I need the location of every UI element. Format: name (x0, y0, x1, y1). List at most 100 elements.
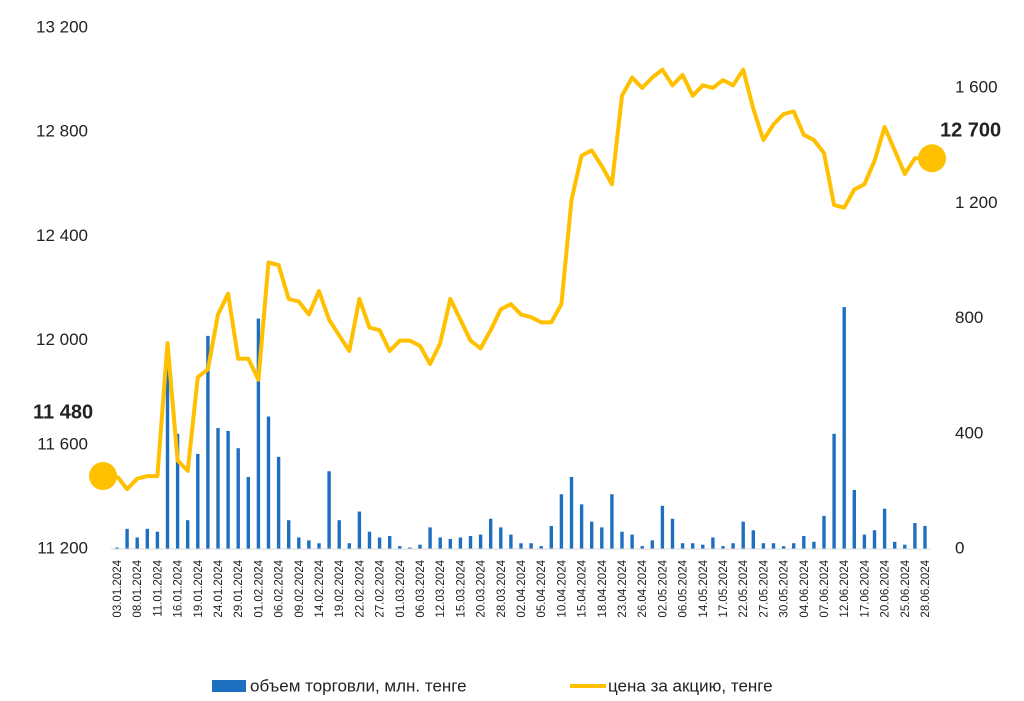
bar (327, 471, 331, 549)
bar (196, 453, 200, 549)
bar (822, 515, 826, 549)
bar (832, 433, 836, 549)
x-tick-label: 08.01.2024 (132, 559, 144, 617)
bar (398, 546, 402, 549)
x-tick-label: 17.06.2024 (859, 559, 871, 617)
x-tick-label: 22.02.2024 (354, 559, 366, 617)
y-tick-label: 13 200 (36, 17, 88, 36)
bar (923, 525, 927, 549)
bar (226, 430, 230, 549)
x-tick-label: 11.01.2024 (152, 559, 164, 616)
bar (468, 536, 473, 549)
bar (771, 543, 776, 549)
bar (317, 543, 321, 549)
bar (579, 504, 584, 549)
bar (489, 518, 493, 549)
x-tick-label: 27.05.2024 (758, 559, 770, 617)
bar (266, 416, 271, 549)
bar (600, 527, 604, 549)
x-tick-label: 20.03.2024 (476, 559, 488, 617)
bar (458, 537, 463, 549)
bar (842, 307, 846, 549)
bar (610, 494, 614, 549)
bar (256, 318, 261, 549)
bar (428, 527, 432, 549)
bar (377, 537, 382, 549)
bar (367, 531, 372, 549)
x-tick-label: 15.03.2024 (455, 559, 467, 617)
bar (236, 448, 240, 549)
y2-tick-label: 1 600 (955, 78, 998, 97)
bar (701, 544, 705, 549)
end-dot (89, 462, 117, 491)
x-tick-label: 02.05.2024 (657, 559, 669, 617)
y2-tick-label: 800 (955, 308, 983, 327)
bar (337, 520, 341, 549)
bar (670, 518, 675, 549)
bar (297, 537, 301, 549)
bar (388, 536, 392, 549)
x-tick-label: 01.03.2024 (395, 559, 407, 617)
bar (246, 476, 250, 549)
bar (812, 541, 816, 549)
x-tick-label: 29.01.2024 (233, 559, 245, 617)
bar (216, 428, 220, 549)
bar (590, 521, 594, 549)
bar (408, 547, 412, 549)
bar (539, 546, 543, 549)
x-tick-label: 17.05.2024 (718, 559, 730, 617)
x-tick-label: 24.01.2024 (213, 559, 225, 617)
value-label: 11 480 (33, 401, 93, 423)
legend-label: объем торговли, млн. тенге (250, 676, 467, 695)
bar (307, 540, 311, 549)
bar (792, 543, 796, 549)
bar (175, 433, 180, 549)
x-tick-label: 07.06.2024 (819, 559, 831, 617)
y-tick-label: 12 800 (36, 122, 88, 141)
bar (186, 520, 190, 549)
x-tick-label: 19.02.2024 (334, 559, 346, 617)
x-tick-label: 06.03.2024 (415, 559, 427, 617)
x-tick-label: 04.06.2024 (799, 559, 811, 617)
bar (559, 494, 564, 549)
legend-swatch (212, 680, 246, 692)
bar (903, 544, 907, 549)
legend-label: цена за акцию, тенге (608, 676, 773, 695)
bar (347, 543, 351, 549)
bar (155, 531, 160, 549)
x-tick-label: 30.05.2024 (779, 559, 791, 617)
x-tick-label: 01.02.2024 (253, 559, 265, 617)
bar (852, 489, 856, 549)
bar (630, 534, 634, 549)
bar (882, 508, 887, 549)
bar (115, 547, 119, 549)
x-tick-label: 26.04.2024 (637, 559, 649, 617)
bar (802, 536, 806, 549)
bar (872, 530, 877, 549)
bar (660, 505, 665, 549)
x-tick-label: 16.01.2024 (173, 559, 185, 617)
y2-tick-label: 400 (955, 423, 983, 442)
x-tick-label: 15.04.2024 (577, 559, 589, 617)
y-tick-label: 11 600 (37, 434, 88, 453)
bar (276, 456, 281, 549)
x-tick-label: 22.05.2024 (738, 559, 750, 617)
bar (549, 525, 553, 549)
bar (650, 540, 654, 549)
bar (418, 544, 422, 549)
x-tick-label: 28.06.2024 (920, 559, 932, 617)
y-tick-label: 12 400 (36, 226, 88, 245)
bar (731, 543, 735, 549)
bar (499, 527, 503, 549)
y-tick-label: 12 000 (36, 330, 88, 349)
value-label: 12 700 (940, 120, 1001, 142)
bar (680, 543, 685, 549)
bar (640, 546, 644, 549)
x-tick-label: 10.04.2024 (556, 559, 568, 617)
x-tick-label: 12.06.2024 (839, 559, 851, 617)
bar (145, 528, 149, 549)
bar (357, 511, 362, 549)
bar (913, 523, 917, 549)
bar (438, 537, 442, 549)
